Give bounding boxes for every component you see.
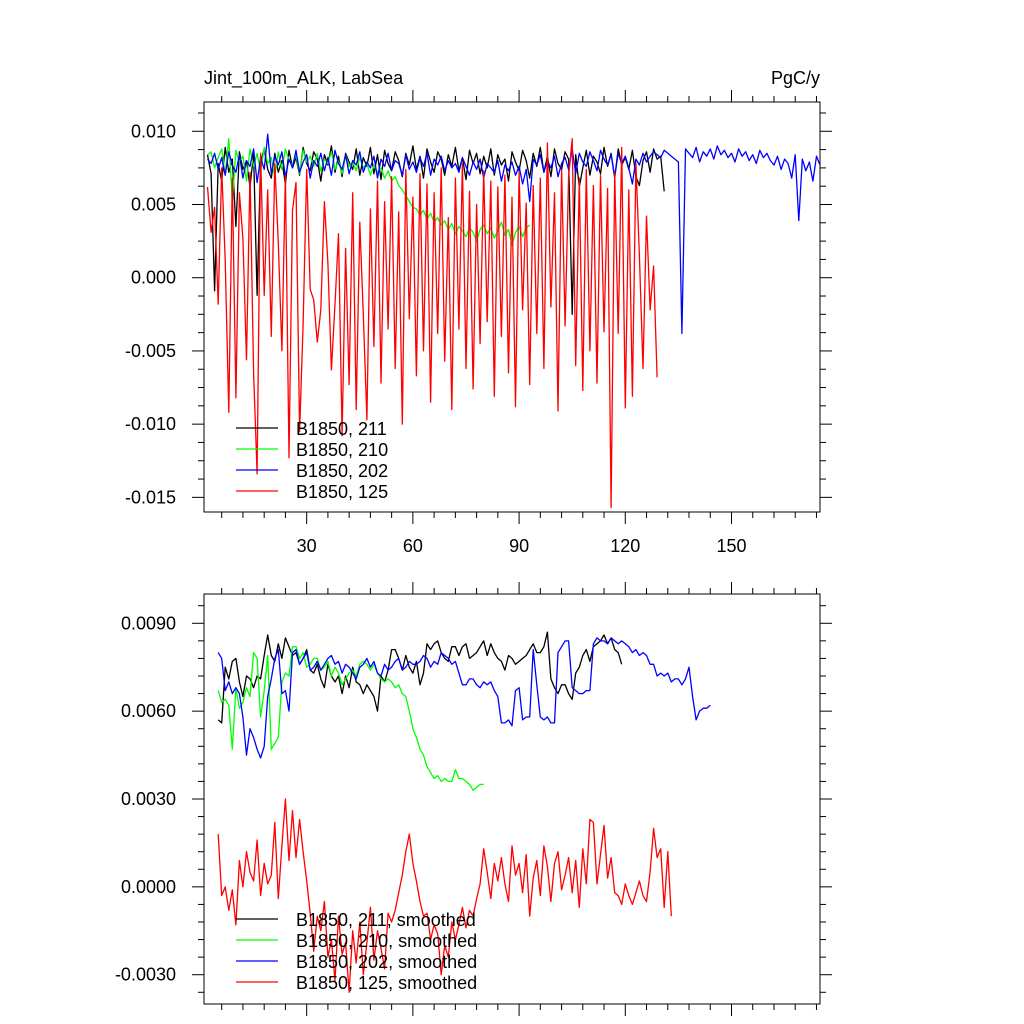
top-x-tick-label: 120 (610, 536, 640, 556)
top-legend-label: B1850, 202 (296, 461, 388, 481)
top-x-tick-label: 150 (716, 536, 746, 556)
top-chart-units: PgC/y (771, 68, 820, 88)
bottom-legend-label: B1850, 125, smoothed (296, 973, 477, 993)
bottom-legend-label: B1850, 202, smoothed (296, 952, 477, 972)
top-plot-frame (203, 101, 821, 513)
bottom-y-tick-label: 0.0060 (121, 701, 176, 721)
top-series-line-3 (206, 133, 820, 335)
top-series-group (206, 133, 820, 509)
top-legend-label: B1850, 211 (296, 419, 387, 439)
top-chart: Jint_100m_ALK, LabSea PgC/y 30 60 90 120 150… (125, 68, 832, 556)
top-x-tick-label: 90 (509, 536, 529, 556)
bottom-y-tick-label: 0.0000 (121, 877, 176, 897)
bottom-series-line-2 (217, 646, 484, 791)
bottom-y-tick-label: -0.0030 (115, 965, 176, 985)
bottom-y-tick-label: 0.0090 (121, 613, 176, 633)
top-y-tick-label: -0.010 (125, 414, 176, 434)
top-legend-label: B1850, 210 (296, 440, 388, 460)
top-y-tick-label: 0.005 (131, 195, 176, 215)
top-y-tick-label: 0.010 (131, 121, 176, 141)
top-y-tick-label: -0.005 (125, 341, 176, 361)
top-series-line-4 (206, 137, 658, 509)
bottom-series-line-1 (217, 631, 623, 724)
bottom-chart: 0.0090 0.0060 0.0030 0.0000 -0.0030 B1850, 21… (115, 582, 832, 1016)
top-x-tick-label: 60 (403, 536, 423, 556)
bottom-y-tick-label: 0.0030 (121, 789, 176, 809)
top-y-tick-label: 0.000 (131, 268, 176, 288)
top-chart-title: Jint_100m_ALK, LabSea (204, 68, 404, 89)
top-y-tick-label: -0.015 (125, 487, 176, 507)
bottom-legend-label: B1850, 210, smoothed (296, 931, 477, 951)
top-legend-label: B1850, 125 (296, 482, 388, 502)
bottom-series-group (217, 631, 711, 993)
bottom-series-line-4 (217, 798, 672, 993)
top-x-tick-label: 30 (297, 536, 317, 556)
bottom-series-line-3 (217, 637, 711, 759)
bottom-legend-label: B1850, 211, smoothed (296, 910, 476, 930)
